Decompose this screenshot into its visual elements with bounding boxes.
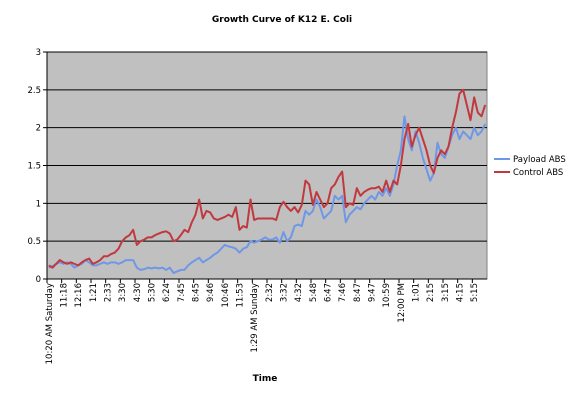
x-tick-label: 9:47 [368, 283, 378, 302]
x-tick-label: 7:45 [177, 283, 187, 302]
x-tick-label: 3:32 [280, 283, 290, 302]
series-line [48, 88, 487, 269]
y-tick-label: 2.5 [27, 86, 41, 96]
x-tick-label: 4:30 [133, 283, 143, 302]
x-tick-label: 5:30 [148, 283, 158, 302]
x-tick-label: 4:15 [456, 283, 466, 302]
x-tick-label: 6:24 [162, 283, 172, 302]
x-tick-label: 12:16 [74, 283, 84, 308]
x-tick-label: 8:47 [353, 283, 363, 302]
x-tick-label: 12:00 PM [397, 283, 407, 323]
x-tick-label: 10:59 [382, 283, 392, 308]
x-tick-label: 2:15 [426, 283, 436, 302]
y-tick-label: 0 [36, 275, 41, 285]
x-tick-label: 8:45 [192, 283, 202, 302]
x-tick-label: 2:33 [104, 283, 114, 302]
y-tick-label: 2 [36, 124, 41, 134]
x-tick-label: 11:18 [60, 283, 70, 308]
x-tick-label: 3:30 [118, 283, 128, 302]
x-tick-label: 5:15 [470, 283, 480, 302]
x-tick-label: 3:15 [441, 283, 451, 302]
x-tick-label: 1:29 AM Sunday [250, 283, 260, 352]
x-axis-label: Time [253, 374, 278, 384]
x-tick-label: 6:47 [324, 283, 334, 302]
x-tick-label: 10:46 [221, 283, 231, 308]
x-tick-label: 4:32 [294, 283, 304, 302]
x-tick-label: 10:20 AM Saturday [45, 283, 55, 364]
legend-label: Payload ABS [513, 155, 566, 165]
chart-title: Growth Curve of K12 E. Coli [212, 15, 352, 25]
y-tick-label: 3 [36, 48, 41, 58]
x-tick-label: 11:53 [236, 283, 246, 308]
legend-label: Control ABS [513, 168, 563, 178]
y-tick-label: 0.5 [27, 237, 41, 247]
x-tick-label: 5:48 [309, 283, 319, 302]
x-tick-label: 7:46 [338, 283, 348, 302]
x-tick-label: 2:32 [265, 283, 275, 302]
y-tick-label: 1 [36, 199, 41, 209]
x-tick-label: 1:21 [89, 283, 99, 302]
x-tick-label: 9:46 [206, 283, 216, 302]
x-tick-label: 1:01 [412, 283, 422, 302]
y-tick-label: 1.5 [27, 162, 41, 172]
